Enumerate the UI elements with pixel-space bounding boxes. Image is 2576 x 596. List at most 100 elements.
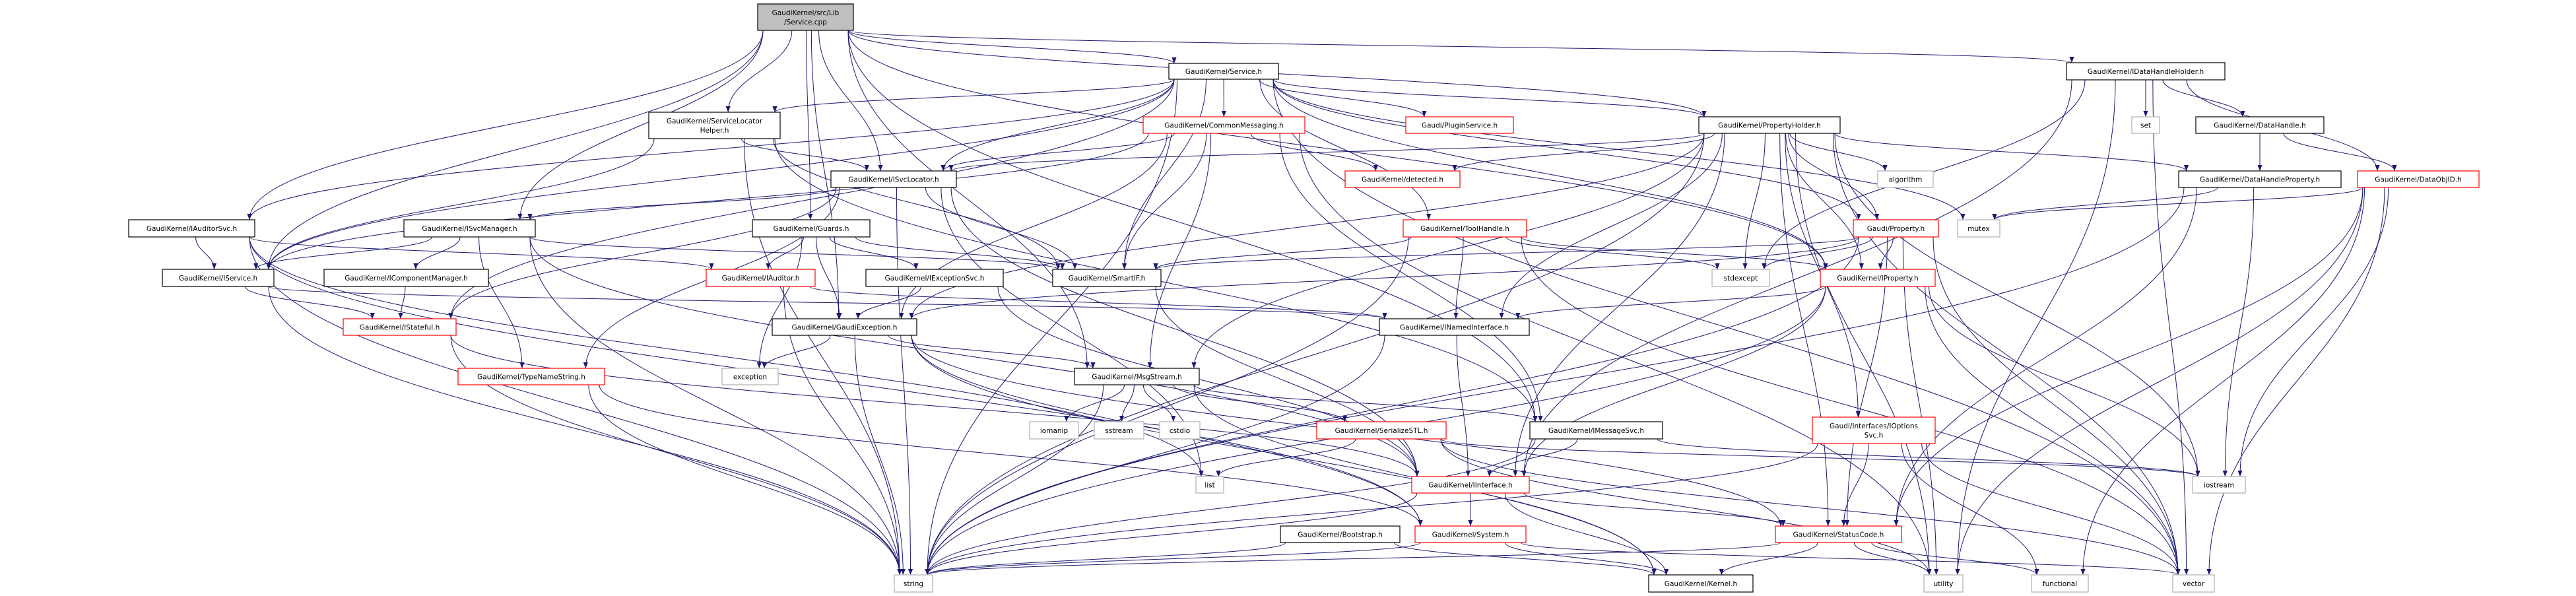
node-box bbox=[830, 170, 957, 188]
node-gaudikernel-imessagesvc-h[interactable]: GaudiKernel/IMessageSvc.h bbox=[1529, 421, 1663, 440]
node-box bbox=[323, 269, 489, 287]
edge-isvcmanager-to-smartif bbox=[529, 236, 1061, 270]
node-label: Gaudi/PluginService.h bbox=[1422, 122, 1498, 130]
node-gaudikernel-iauditorsvc-h[interactable]: GaudiKernel/IAuditorSvc.h bbox=[128, 219, 255, 238]
node-gaudikernel-typenamestring-h[interactable]: GaudiKernel/TypeNameString.h bbox=[457, 368, 605, 385]
edge-typename-to-system bbox=[599, 384, 1423, 527]
edge-icompmgr-to-istateful bbox=[398, 286, 406, 319]
edge-toolhandle-to-inamed bbox=[1453, 236, 1464, 319]
node-gaudi-pluginservice-h[interactable]: Gaudi/PluginService.h bbox=[1405, 116, 1514, 134]
edge-isvclocator-to-string bbox=[896, 187, 913, 576]
edges-layer bbox=[195, 30, 2397, 576]
edge-iservice-to-inamed bbox=[268, 286, 1387, 319]
node-box bbox=[752, 219, 871, 238]
node-gaudi-interfaces-ioptionssvc-h[interactable]: Gaudi/Interfaces/IOptions Svc.h bbox=[1812, 416, 1936, 444]
node-gaudikernel-serializestl-h[interactable]: GaudiKernel/SerializeSTL.h bbox=[1316, 421, 1447, 440]
node-gaudikernel-service-h[interactable]: GaudiKernel/Service.h bbox=[1168, 63, 1279, 80]
node-gaudikernel-bootstrap-h[interactable]: GaudiKernel/Bootstrap.h bbox=[1280, 525, 1401, 543]
edge-dataobjid-to-utility bbox=[1955, 187, 2363, 576]
node-gaudikernel-isvcmanager-h[interactable]: GaudiKernel/ISvcManager.h bbox=[403, 219, 536, 238]
node-box bbox=[1648, 574, 1754, 593]
node-gaudikernel-guards-h[interactable]: GaudiKernel/Guards.h bbox=[752, 219, 871, 238]
node-label: GaudiKernel/IProperty.h bbox=[1837, 275, 1918, 282]
node-gaudikernel-iservice-h[interactable]: GaudiKernel/IService.h bbox=[162, 269, 275, 287]
node-gaudikernel-servicelocatorhelper-h[interactable]: GaudiKernel/ServiceLocator Helper.h bbox=[648, 112, 781, 139]
node-gaudikernel-detected-h[interactable]: GaudiKernel/detected.h bbox=[1344, 170, 1461, 188]
node-box bbox=[706, 269, 816, 287]
node-label: GaudiKernel/DataHandleProperty.h bbox=[2200, 176, 2320, 184]
node-gaudikernel-icomponentmanager-h[interactable]: GaudiKernel/IComponentManager.h bbox=[323, 269, 489, 287]
edge-dataobjid-to-iostream bbox=[2237, 187, 2389, 477]
node-gaudikernel-istateful-h[interactable]: GaudiKernel/IStateful.h bbox=[343, 318, 457, 336]
node-gaudikernel-system-h[interactable]: GaudiKernel/System.h bbox=[1414, 525, 1527, 543]
edge-property-to-smartif bbox=[1153, 236, 1859, 270]
node-label: GaudiKernel/ISvcLocator.h bbox=[848, 176, 939, 184]
edge-inamed-to-iinterface bbox=[1456, 335, 1470, 477]
edge-iexceptionsvc-to-iinterface bbox=[997, 286, 1420, 477]
edge-propholder-to-utility bbox=[1795, 133, 1932, 576]
edge-commonmsg-to-isvclocator bbox=[941, 133, 1175, 172]
node-label: list bbox=[1205, 482, 1214, 490]
node-box bbox=[1280, 525, 1401, 543]
edge-root-to-iauditorsvc bbox=[247, 30, 764, 220]
node-gaudikernel-toolhandle-h[interactable]: GaudiKernel/ToolHandle.h bbox=[1403, 219, 1527, 238]
node-box bbox=[648, 112, 781, 139]
node-gaudi-property-h[interactable]: Gaudi/Property.h bbox=[1853, 219, 1939, 238]
edge-propholder-to-msgstream bbox=[1191, 133, 1705, 369]
node-label: GaudiKernel/ToolHandle.h bbox=[1420, 225, 1509, 233]
node-gaudikernel-src-lib-service-cpp[interactable]: GaudiKernel/src/Lib/Service.cpp bbox=[757, 3, 854, 31]
edge-propholder-to-inamed bbox=[1499, 133, 1723, 319]
edge-toolhandle-to-iproperty bbox=[1521, 236, 1828, 270]
node-gaudikernel-datahandleproperty-h[interactable]: GaudiKernel/DataHandleProperty.h bbox=[2178, 170, 2342, 188]
edge-istateful-to-iinterface bbox=[450, 335, 1420, 477]
node-label: sstream bbox=[1105, 427, 1133, 435]
node-gaudikernel-statuscode-h[interactable]: GaudiKernel/StatusCode.h bbox=[1775, 525, 1902, 543]
node-gaudikernel-dataobjid-h[interactable]: GaudiKernel/DataObjID.h bbox=[2357, 170, 2480, 188]
edge-property-to-gaudiexc bbox=[909, 236, 1859, 319]
node-box bbox=[721, 368, 779, 385]
edge-service-to-iauditorsvc bbox=[247, 79, 1175, 220]
node-gaudikernel-inamedinterface-h[interactable]: GaudiKernel/INamedInterface.h bbox=[1379, 318, 1530, 336]
edge-service-to-iproperty bbox=[1272, 79, 1828, 270]
edge-msgstream-to-serializestl bbox=[1173, 384, 1347, 422]
node-label: GaudiKernel/IService.h bbox=[179, 275, 257, 282]
edge-typename-to-string bbox=[588, 384, 902, 576]
edge-property-to-vector bbox=[1932, 236, 2181, 576]
node-gaudikernel-idatahandleholder-h[interactable]: GaudiKernel/IDataHandleHolder.h bbox=[2066, 62, 2226, 81]
edge-root-to-msgstream bbox=[847, 30, 1090, 369]
node-box bbox=[1052, 269, 1162, 287]
edge-system-to-vector bbox=[1520, 542, 2181, 576]
node-gaudikernel-commonmessaging-h[interactable]: GaudiKernel/CommonMessaging.h bbox=[1142, 116, 1305, 134]
node-gaudikernel-datahandle-h[interactable]: GaudiKernel/DataHandle.h bbox=[2195, 116, 2325, 134]
node-gaudikernel-gaudiexception-h[interactable]: GaudiKernel/GaudiException.h bbox=[772, 318, 917, 336]
node-box bbox=[1775, 525, 1902, 543]
edge-property-to-string bbox=[925, 236, 1859, 576]
node-gaudikernel-iproperty-h[interactable]: GaudiKernel/IProperty.h bbox=[1820, 269, 1936, 287]
edge-serializestl-to-vector bbox=[1440, 438, 2181, 576]
node-gaudikernel-propertyholder-h[interactable]: GaudiKernel/PropertyHolder.h bbox=[1698, 116, 1841, 134]
edge-gaudiexc-to-string bbox=[854, 335, 906, 576]
node-gaudikernel-kernel-h[interactable]: GaudiKernel/Kernel.h bbox=[1648, 574, 1754, 593]
node-gaudikernel-smartif-h[interactable]: GaudiKernel/SmartIF.h bbox=[1052, 269, 1162, 287]
edge-iinterface-to-kernel bbox=[1504, 492, 1669, 576]
node-gaudikernel-msgstream-h[interactable]: GaudiKernel/MsgStream.h bbox=[1074, 368, 1200, 385]
edge-service-to-string bbox=[925, 79, 1177, 576]
node-box bbox=[1877, 170, 1934, 188]
edge-guards-to-iauditor bbox=[766, 236, 805, 270]
node-label: GaudiKernel/IInterface.h bbox=[1428, 482, 1512, 490]
edge-dhprop-to-string bbox=[925, 187, 2185, 576]
node-gaudikernel-iauditor-h[interactable]: GaudiKernel/IAuditor.h bbox=[706, 269, 816, 287]
node-gaudikernel-iexceptionsvc-h[interactable]: GaudiKernel/IExceptionSvc.h bbox=[865, 269, 1004, 287]
node-box bbox=[343, 318, 457, 336]
node-label: utility bbox=[1934, 580, 1954, 588]
edge-isvcmanager-to-typename bbox=[479, 236, 525, 369]
node-box bbox=[162, 269, 275, 287]
edge-guards-to-smartif bbox=[855, 236, 1065, 270]
node-box bbox=[1195, 476, 1224, 494]
node-gaudikernel-isvclocator-h[interactable]: GaudiKernel/ISvcLocator.h bbox=[830, 170, 957, 188]
edge-toolhandle-to-vector bbox=[1521, 236, 2181, 576]
node-gaudikernel-iinterface-h[interactable]: GaudiKernel/IInterface.h bbox=[1411, 476, 1530, 494]
edge-propholder-to-detected bbox=[1452, 133, 1715, 172]
edge-ioptionssvc-to-string bbox=[925, 443, 1818, 576]
edge-propholder-to-statuscode bbox=[1779, 133, 1831, 527]
